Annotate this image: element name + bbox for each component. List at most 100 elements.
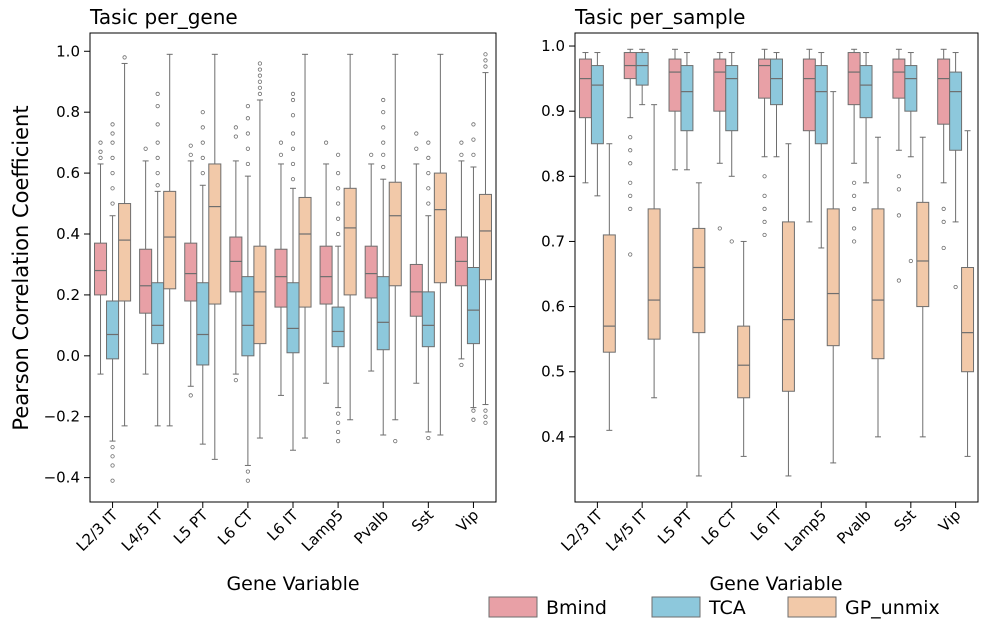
box-iqr (937, 58, 951, 125)
outlier-point (155, 122, 160, 127)
outlier-point (110, 155, 115, 160)
y-tick-label: 0.8 (541, 167, 565, 185)
box-iqr (590, 65, 604, 145)
outlier-point (257, 73, 263, 78)
outlier-point (336, 216, 341, 221)
outlier-point (323, 140, 329, 145)
outlier-point (459, 140, 464, 145)
outlier-point (155, 170, 160, 176)
outlier-point (200, 140, 205, 145)
outlier-point (233, 378, 238, 383)
outlier-point (852, 180, 857, 185)
outlier-point (188, 143, 193, 148)
box-iqr (319, 245, 333, 305)
outlier-point (483, 414, 488, 419)
box-gp-unmix (163, 53, 177, 427)
y-tick-label: 1.0 (541, 37, 565, 55)
box-tca (196, 110, 210, 445)
outlier-point (483, 58, 488, 63)
box-tca (770, 52, 783, 158)
box-iqr (578, 58, 592, 119)
outlier-point (245, 161, 250, 167)
box-iqr (668, 58, 682, 112)
x-tick-label: Lamp5 (781, 506, 830, 555)
box-iqr (904, 65, 918, 112)
outlier-point (290, 113, 296, 118)
x-tick-label: Vip (935, 506, 964, 535)
box-iqr (725, 65, 739, 132)
box-bmind (364, 152, 378, 372)
y-tick-label: 0.6 (56, 164, 80, 182)
outlier-point (471, 152, 476, 157)
box-gp-unmix (208, 53, 222, 460)
box-iqr (286, 282, 300, 354)
box-tca (376, 97, 390, 436)
outlier-point (381, 164, 386, 170)
outlier-point (717, 226, 722, 231)
box-bmind (623, 48, 637, 257)
outlier-point (628, 193, 633, 198)
outlier-point (290, 97, 296, 103)
box-iqr (781, 221, 795, 392)
x-tick-label: L6 CT (698, 506, 741, 549)
outlier-point (110, 122, 115, 127)
outlier-point (188, 393, 193, 398)
box-iqr (343, 187, 357, 296)
outlier-point (200, 170, 205, 176)
outlier-point (628, 148, 633, 153)
legend-label-tca: TCA (708, 597, 746, 619)
box-gp-unmix (478, 52, 492, 425)
outlier-point (729, 239, 734, 244)
box-gp-unmix (253, 61, 267, 439)
outlier-point (155, 103, 160, 109)
outlier-point (110, 140, 115, 145)
y-tick-label: 0.6 (541, 298, 565, 316)
x-tick-label: Lamp5 (298, 506, 347, 555)
box-tca (859, 52, 873, 184)
y-tick-label: 0.4 (56, 225, 80, 243)
outlier-point (941, 219, 946, 225)
outlier-point (257, 85, 263, 90)
outlier-point (98, 155, 103, 160)
outlier-point (762, 193, 767, 198)
box-bmind (668, 48, 682, 171)
box-iqr (680, 65, 694, 132)
outlier-point (245, 116, 250, 121)
outlier-point (245, 131, 250, 136)
box-tca (725, 52, 739, 244)
x-tick-label: L6 IT (747, 506, 786, 545)
outlier-point (953, 284, 958, 290)
outlier-point (336, 438, 341, 444)
box-iqr (118, 203, 132, 302)
box-bmind (578, 52, 592, 184)
outlier-point (110, 131, 115, 136)
outlier-point (245, 103, 250, 109)
outlier-point (471, 122, 476, 127)
box-bmind (139, 146, 153, 375)
box-gp-unmix (118, 55, 132, 427)
outlier-point (278, 152, 284, 157)
outlier-point (393, 438, 398, 444)
x-tick-label: Sst (891, 506, 920, 535)
box-iqr (802, 58, 816, 132)
box-gp-unmix (916, 136, 930, 438)
outlier-point (381, 152, 386, 157)
box-iqr (871, 208, 885, 360)
outlier-point (896, 213, 901, 218)
outlier-point (245, 146, 250, 151)
outlier-point (336, 186, 341, 191)
box-gp-unmix (871, 136, 885, 438)
box-tca (635, 48, 649, 106)
outlier-point (426, 201, 431, 206)
outlier-point (290, 146, 296, 151)
x-axis-label: Gene Variable (226, 573, 359, 595)
outlier-point (278, 140, 284, 145)
outlier-point (483, 64, 488, 69)
outlier-point (471, 408, 476, 413)
outlier-point (762, 206, 767, 211)
box-iqr (847, 52, 861, 106)
box-iqr (421, 291, 435, 348)
outlier-point (336, 420, 341, 425)
outlier-point (110, 478, 115, 483)
